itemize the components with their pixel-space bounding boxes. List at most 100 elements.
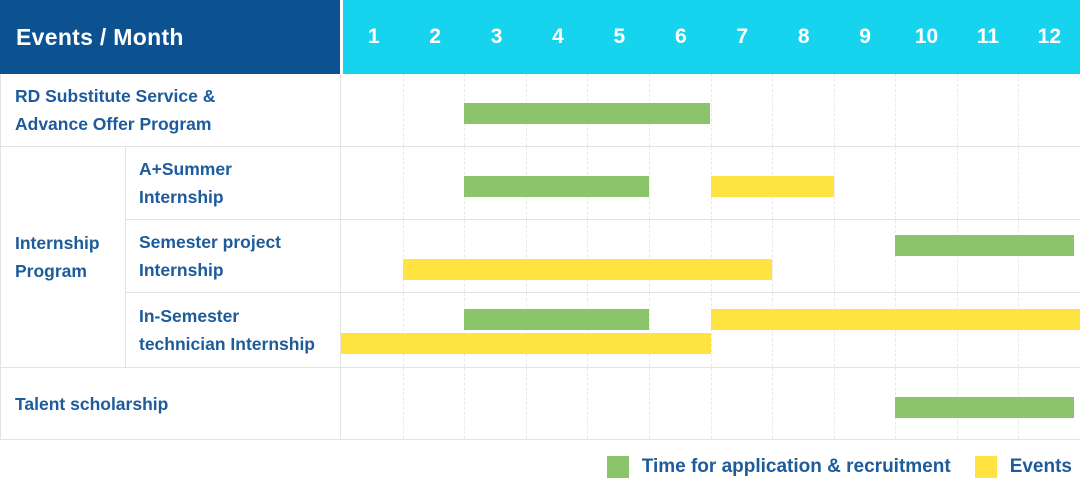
month-label: 6 <box>674 25 687 48</box>
row-label: Talent scholarship <box>1 368 341 440</box>
gantt-bar-event <box>402 259 773 280</box>
month-gridline <box>833 74 835 146</box>
month-gridline <box>833 220 835 292</box>
month-gridline <box>710 220 712 292</box>
row-label-line: Internship <box>139 187 224 207</box>
month-gridline <box>402 293 404 367</box>
gantt-bar-event <box>341 333 711 354</box>
month-gridline <box>464 220 466 292</box>
gantt-bar-event <box>710 176 834 197</box>
gantt-header: Events / Month 1 2 3 4 5 6 7 8 9 10 11 12 <box>0 0 1080 74</box>
row-label-line: Talent scholarship <box>15 393 169 414</box>
month-gridline <box>402 368 404 439</box>
month-label: 10 <box>914 25 939 48</box>
month-gridline <box>402 147 404 219</box>
month-label: 3 <box>490 25 503 48</box>
month-gridline <box>648 368 650 439</box>
month-gridline <box>710 293 712 367</box>
month-gridline <box>956 220 958 292</box>
header-title: Events / Month <box>0 0 340 74</box>
month-gridline <box>710 74 712 146</box>
legend: Time for application & recruitment Events <box>0 440 1080 494</box>
legend-item: Events <box>974 456 1072 478</box>
month-gridline <box>956 147 958 219</box>
month-gridline <box>1018 74 1020 146</box>
legend-label: Events <box>1009 456 1072 477</box>
month-gridline <box>833 368 835 439</box>
gantt-bar-application <box>464 176 649 197</box>
gantt-bar-application <box>895 396 1074 418</box>
month-gridline <box>525 293 527 367</box>
month-gridline <box>895 293 897 367</box>
month-gridline <box>402 74 404 146</box>
row-label: Semester project Internship <box>126 220 341 293</box>
month-gridline <box>525 368 527 439</box>
row-label-line: technician Internship <box>139 334 315 354</box>
gantt-body: RD Substitute Service & Advance Offer Pro… <box>0 74 1080 440</box>
row-label-line: RD Substitute Service & <box>15 86 216 106</box>
month-label: 2 <box>429 25 441 48</box>
row-group: Internship Program A+Summer Internship Semes… <box>1 147 1080 368</box>
month-label: 12 <box>1037 25 1062 48</box>
row-label: RD Substitute Service & Advance Offer Pro… <box>1 74 341 147</box>
month-gridline <box>833 147 835 219</box>
row-label: A+Summer Internship <box>126 147 341 220</box>
group-rows: A+Summer Internship Semester project Intern… <box>126 147 1080 368</box>
month-gridline <box>1018 147 1020 219</box>
month-label: 1 <box>367 25 380 48</box>
legend-item: Time for application & recruitment <box>606 456 951 478</box>
row-label-line: Advance Offer Program <box>15 114 212 134</box>
month-gridline <box>1018 220 1020 292</box>
month-gridline <box>956 74 958 146</box>
gantt-bar-event <box>710 309 1080 330</box>
legend-swatch-application <box>606 456 629 478</box>
row-label-line: Internship <box>139 260 224 280</box>
row-label-line: Semester project <box>139 232 282 252</box>
table-row: Semester project Internship <box>126 220 1080 293</box>
group-label: Internship Program <box>1 147 126 368</box>
month-gridline <box>525 220 527 292</box>
header-divider <box>340 0 343 74</box>
month-gridline <box>772 220 774 292</box>
table-row: Talent scholarship <box>1 368 1080 440</box>
row-label-line: Program <box>15 261 87 281</box>
month-label: 5 <box>613 25 626 48</box>
month-gridline <box>895 147 897 219</box>
month-label: 8 <box>797 25 810 48</box>
month-label: 4 <box>552 25 564 48</box>
row-label: In-Semester technician Internship <box>126 293 341 368</box>
month-gridline <box>648 293 650 367</box>
month-label: 11 <box>976 25 1000 48</box>
chart-cell <box>341 220 1080 293</box>
gantt-bar-application <box>895 235 1074 256</box>
month-header: 1 2 3 4 5 6 7 8 9 10 11 12 <box>343 0 1080 74</box>
legend-swatch-event <box>974 456 997 478</box>
month-gridline <box>710 368 712 439</box>
month-gridline <box>464 368 466 439</box>
chart-cell <box>341 368 1080 440</box>
month-gridline <box>956 293 958 367</box>
chart-cell <box>341 74 1080 147</box>
month-label: 7 <box>736 25 749 48</box>
month-gridline <box>587 220 589 292</box>
month-gridline <box>648 147 650 219</box>
month-gridline <box>402 220 404 292</box>
table-row: A+Summer Internship <box>126 147 1080 220</box>
month-gridline <box>772 368 774 439</box>
month-label: 9 <box>859 25 871 48</box>
month-gridline <box>587 293 589 367</box>
month-gridline <box>895 220 897 292</box>
legend-label: Time for application & recruitment <box>641 456 951 477</box>
row-label-line: Internship <box>15 233 100 253</box>
row-label-line: In-Semester <box>139 306 240 326</box>
month-gridline <box>587 368 589 439</box>
month-gridline <box>895 74 897 146</box>
month-gridline <box>772 74 774 146</box>
month-gridline <box>772 293 774 367</box>
chart-cell <box>341 147 1080 220</box>
month-gridline <box>1018 293 1020 367</box>
month-gridline <box>464 293 466 367</box>
gantt-bar-application <box>464 103 711 124</box>
month-gridline <box>648 220 650 292</box>
